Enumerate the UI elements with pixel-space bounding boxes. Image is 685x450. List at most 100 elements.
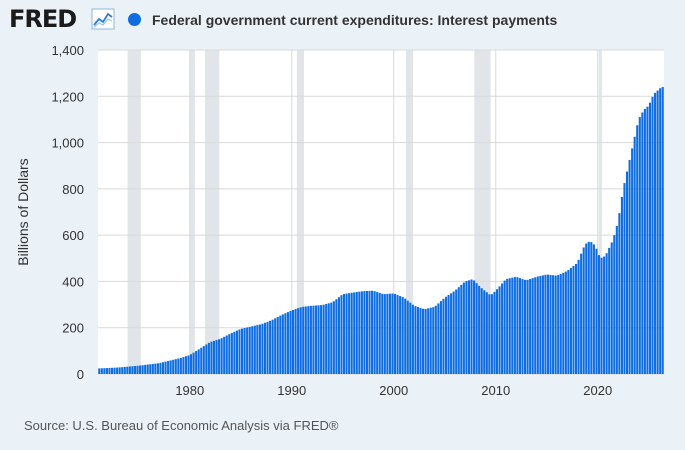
bar — [628, 159, 631, 374]
bar — [620, 196, 623, 374]
bar — [485, 292, 488, 374]
bar — [251, 326, 254, 374]
bar — [381, 293, 384, 374]
bar — [442, 298, 445, 374]
recession-band — [296, 50, 305, 374]
bar — [363, 291, 366, 374]
x-tick-label: 1990 — [277, 383, 306, 398]
bar — [335, 299, 338, 374]
bar — [144, 364, 147, 374]
bar — [462, 282, 465, 374]
bar — [294, 309, 297, 374]
bar — [271, 319, 274, 374]
gridlines — [98, 49, 664, 375]
bar — [478, 285, 481, 374]
bar — [437, 303, 440, 374]
bar — [396, 295, 399, 374]
bar — [182, 357, 185, 374]
y-tick-label: 400 — [62, 274, 84, 289]
bar — [212, 340, 216, 374]
recession-band — [598, 50, 602, 374]
bar — [126, 366, 129, 374]
bar — [225, 335, 228, 374]
y-tick-label: 800 — [62, 182, 84, 197]
bar — [411, 304, 414, 374]
bar — [495, 289, 499, 374]
bar — [350, 292, 353, 374]
bar — [503, 280, 506, 374]
bar — [116, 367, 119, 374]
bar — [192, 352, 195, 374]
bar — [269, 320, 272, 374]
bar — [320, 305, 323, 374]
bar — [580, 253, 583, 374]
bar — [274, 318, 277, 374]
bar — [386, 293, 389, 374]
bar — [131, 366, 134, 374]
bar — [608, 247, 611, 374]
legend-label[interactable]: Federal government current expenditures:… — [152, 12, 558, 28]
bar — [633, 136, 636, 374]
bar — [136, 365, 139, 374]
fred-logo[interactable]: FRED — [9, 5, 77, 33]
bar — [605, 253, 608, 374]
bar — [554, 275, 557, 374]
bar — [154, 363, 157, 374]
y-tick-label: 1,200 — [51, 89, 84, 104]
bar — [258, 324, 261, 374]
bar — [401, 297, 404, 374]
recession-band — [405, 50, 414, 374]
bar — [358, 291, 361, 374]
bar — [230, 332, 233, 374]
bar — [597, 255, 601, 374]
bar — [600, 257, 603, 374]
bar — [610, 242, 613, 374]
bar — [590, 242, 593, 374]
bar — [661, 87, 664, 375]
bar — [276, 316, 279, 374]
bar — [248, 326, 251, 374]
bar — [233, 331, 236, 374]
bar — [424, 308, 427, 374]
bar — [340, 295, 343, 374]
bar — [141, 365, 144, 374]
bar — [404, 298, 407, 374]
bar — [108, 367, 111, 374]
bar — [529, 278, 532, 374]
bar — [128, 366, 131, 374]
bar — [164, 361, 167, 374]
bar — [654, 92, 657, 375]
bar — [322, 304, 325, 374]
bar — [177, 358, 180, 374]
bar — [656, 90, 659, 374]
bar — [427, 308, 430, 374]
bar — [391, 293, 394, 374]
bar — [113, 367, 116, 374]
bar — [557, 275, 560, 374]
bar — [475, 283, 478, 374]
bar — [98, 368, 101, 374]
bar — [534, 277, 537, 374]
x-tick-label: 2020 — [583, 383, 612, 398]
bar — [355, 292, 358, 374]
bar — [648, 102, 652, 375]
bar — [524, 279, 527, 374]
bar — [353, 292, 356, 374]
bar — [174, 359, 177, 374]
bar — [146, 364, 149, 374]
bar — [643, 109, 646, 374]
y-tick-label: 1,400 — [51, 43, 84, 58]
bar — [526, 279, 529, 374]
bar — [539, 275, 542, 374]
bar — [432, 307, 435, 374]
bar — [286, 312, 289, 374]
bar — [187, 355, 190, 374]
bar — [574, 263, 578, 374]
bar — [210, 341, 213, 374]
bar — [467, 280, 471, 374]
bar — [307, 306, 310, 374]
y-axis-ticks: 0 200 400 600 800 1,000 1,200 1,400 — [51, 43, 84, 382]
bar — [455, 289, 458, 374]
bar — [284, 313, 287, 374]
bar — [544, 274, 547, 374]
